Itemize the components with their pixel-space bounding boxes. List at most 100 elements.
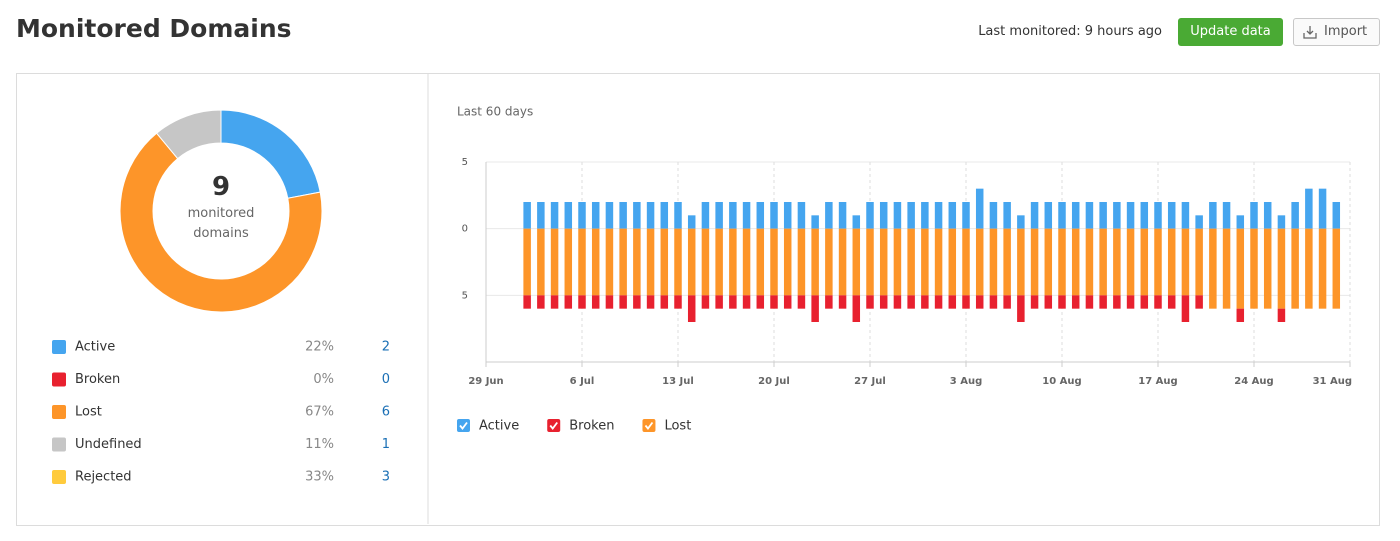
bar xyxy=(1099,228,1107,296)
import-icon xyxy=(1303,26,1317,39)
bar xyxy=(756,202,765,229)
bar xyxy=(537,202,545,229)
bar xyxy=(687,215,696,229)
bar xyxy=(619,202,627,229)
legend-item[interactable]: Lost xyxy=(642,419,691,434)
bar xyxy=(564,295,573,309)
bar xyxy=(866,228,874,296)
bar xyxy=(1044,295,1053,309)
bar xyxy=(1113,202,1121,229)
bar xyxy=(1071,202,1080,229)
bar xyxy=(975,188,984,229)
legend-label: Rejected xyxy=(75,470,132,485)
bar xyxy=(1003,295,1011,309)
update-button[interactable]: Update data xyxy=(1178,18,1283,46)
bar xyxy=(934,202,943,229)
bar xyxy=(1167,228,1176,296)
legend-label: Active xyxy=(479,419,519,434)
legend-percent: 0% xyxy=(313,372,334,387)
bar xyxy=(537,228,545,296)
bar xyxy=(1222,202,1231,229)
total-label: monitored domains xyxy=(187,206,255,241)
legend-percent: 11% xyxy=(305,437,334,452)
bar xyxy=(701,228,710,296)
bar xyxy=(879,295,888,309)
x-tick-label: 31 Aug xyxy=(1313,376,1352,387)
legend-item[interactable]: Broken xyxy=(547,419,614,434)
x-tick-label: 27 Jul xyxy=(854,376,886,387)
bar xyxy=(1154,202,1162,229)
bar xyxy=(1236,215,1245,229)
bar xyxy=(1305,228,1313,309)
bar xyxy=(633,202,641,229)
bar xyxy=(770,202,778,229)
bar xyxy=(934,295,943,309)
bar xyxy=(1140,228,1149,296)
bar xyxy=(1318,188,1327,229)
bar xyxy=(934,228,943,296)
bar xyxy=(687,295,696,322)
bar xyxy=(852,295,861,322)
bar xyxy=(1167,202,1176,229)
bar xyxy=(1209,202,1217,229)
bar xyxy=(948,228,957,296)
bar xyxy=(1017,295,1025,322)
bar xyxy=(770,228,778,296)
legend-label: Lost xyxy=(75,405,102,420)
import-button[interactable]: Import xyxy=(1293,18,1380,46)
legend-count: 2 xyxy=(382,340,390,355)
bar xyxy=(564,202,573,229)
x-tick-label: 6 Jul xyxy=(570,376,595,387)
bar xyxy=(1332,202,1341,229)
bar xyxy=(825,228,833,296)
x-tick-label: 24 Aug xyxy=(1234,376,1273,387)
bar xyxy=(907,202,915,229)
legend-check xyxy=(644,421,654,430)
legend-item[interactable]: Active xyxy=(457,419,519,434)
bar xyxy=(893,228,902,296)
bar xyxy=(893,295,902,309)
bar xyxy=(1085,202,1094,229)
bar xyxy=(838,228,847,296)
bar xyxy=(687,228,696,296)
legend-count: 1 xyxy=(382,437,390,452)
bar xyxy=(1140,202,1149,229)
bar xyxy=(1085,228,1094,296)
bar xyxy=(756,295,765,309)
bar xyxy=(797,228,806,296)
bar xyxy=(1181,295,1190,322)
legend-label: Broken xyxy=(569,419,614,434)
bar xyxy=(605,228,614,296)
legend-label: Undefined xyxy=(75,437,142,452)
bar xyxy=(1071,295,1080,309)
bar xyxy=(1017,228,1025,296)
bar xyxy=(1085,295,1094,309)
bar xyxy=(1154,295,1162,309)
bar xyxy=(1099,295,1107,309)
x-tick-label: 29 Jun xyxy=(468,376,503,387)
bar xyxy=(1044,228,1053,296)
bar xyxy=(591,202,600,229)
bar xyxy=(962,295,970,309)
bar xyxy=(1250,202,1258,229)
bar xyxy=(1030,228,1039,296)
bar xyxy=(797,295,806,309)
bar xyxy=(1181,228,1190,296)
bar xyxy=(797,202,806,229)
legend-swatch xyxy=(52,372,66,387)
legend-percent: 67% xyxy=(305,405,334,420)
bar xyxy=(1030,202,1039,229)
bar xyxy=(674,228,682,296)
bar xyxy=(1044,202,1053,229)
bar xyxy=(989,295,998,309)
bar xyxy=(1071,228,1080,296)
bar xyxy=(1126,295,1135,309)
bar xyxy=(852,228,861,296)
bar xyxy=(907,228,915,296)
bar xyxy=(1113,295,1121,309)
bar xyxy=(921,228,929,296)
bar xyxy=(1263,228,1272,309)
bar xyxy=(921,295,929,309)
bar xyxy=(1058,295,1066,309)
legend-label: Active xyxy=(75,340,115,355)
